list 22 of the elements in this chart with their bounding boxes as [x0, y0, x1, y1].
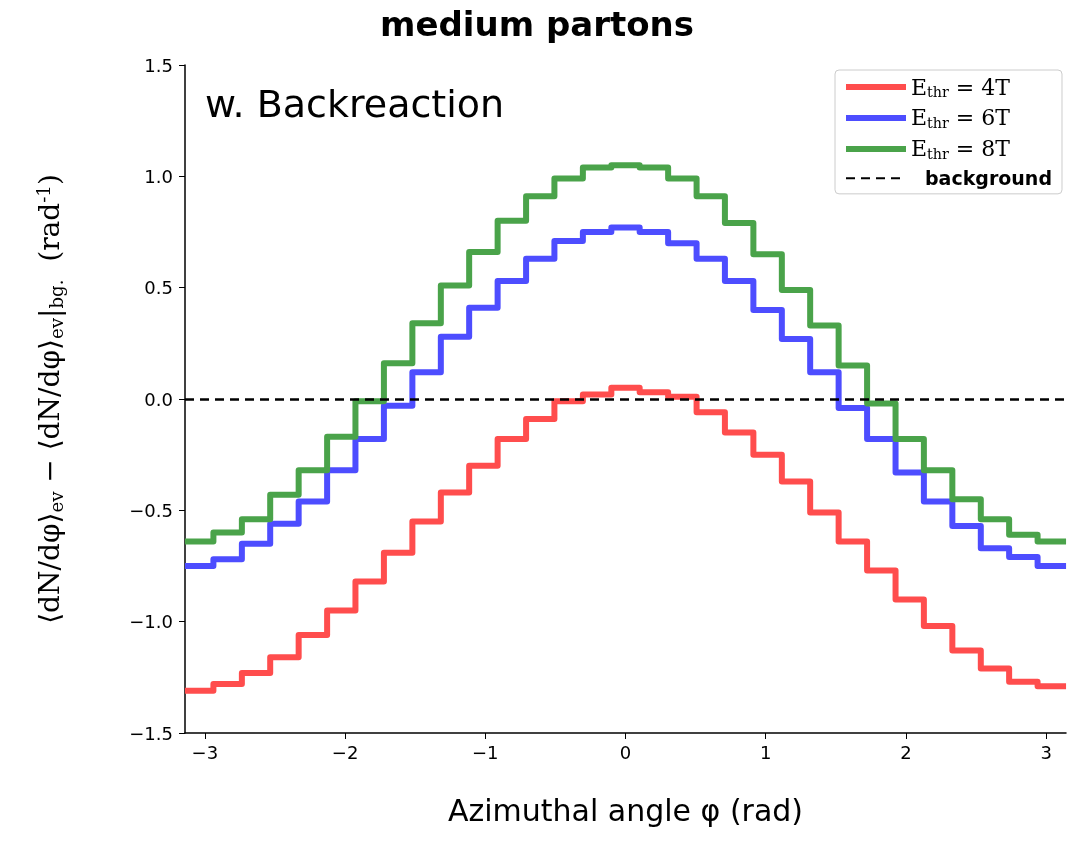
y-tick-label: 0.0: [144, 388, 173, 410]
legend-label: Ethr = 6T: [911, 105, 1011, 131]
legend-label: Ethr = 4T: [911, 74, 1011, 100]
x-tick-label: 2: [900, 741, 912, 763]
x-tick-label: −1: [472, 741, 499, 763]
x-tick-label: 3: [1040, 741, 1052, 763]
text: ⟨dN/dφ⟩ev − ⟨dN/dφ⟩ev|bg. (rad-1): [32, 174, 67, 624]
annotation: w. Backreaction: [205, 82, 505, 126]
y-tick-label: 0.5: [144, 277, 173, 299]
y-tick-label: 1.0: [144, 165, 173, 187]
y-tick-label: −1.5: [129, 722, 173, 744]
x-tick-label: −3: [191, 741, 219, 763]
y-tick-label: −0.5: [129, 499, 173, 521]
legend-label: background: [925, 167, 1052, 190]
x-tick-label: 0: [619, 741, 632, 763]
legend-label: Ethr = 8T: [911, 136, 1011, 162]
x-tick-label: 1: [759, 741, 772, 763]
chart-title: medium partons: [379, 4, 695, 44]
y-tick-label: −1.0: [129, 611, 173, 633]
x-axis-title: Azimuthal angle φ (rad): [447, 792, 804, 828]
x-tick-label: −2: [331, 741, 359, 763]
y-tick-label: 1.5: [144, 54, 173, 76]
